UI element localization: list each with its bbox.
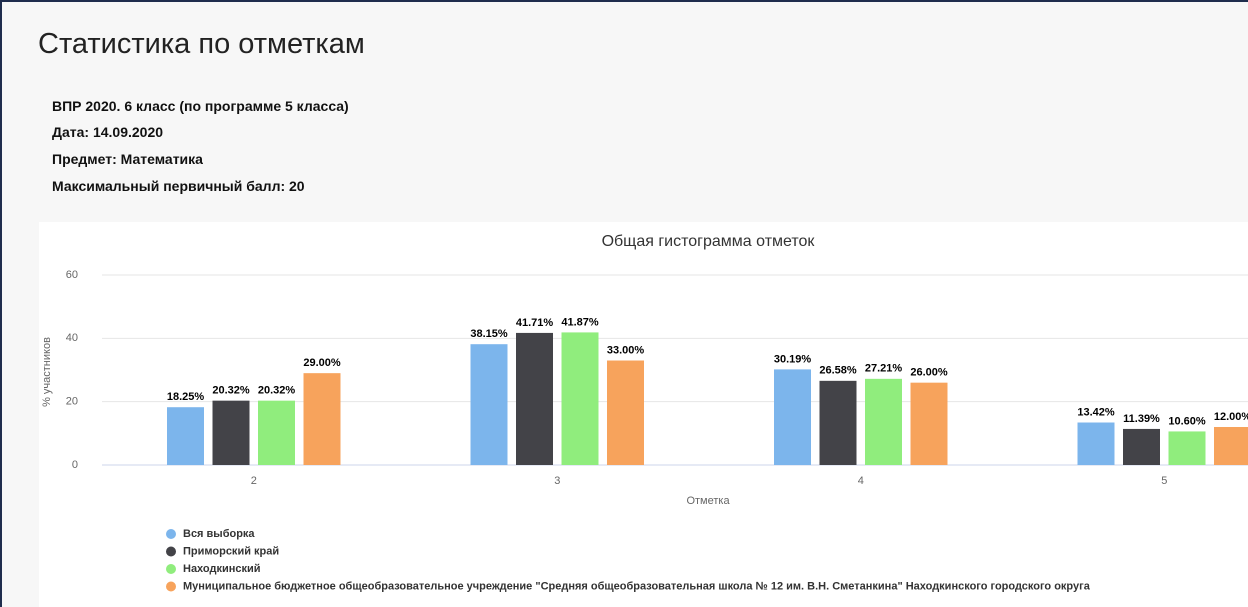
y-tick-label: 60 (66, 269, 78, 281)
bar (167, 407, 204, 465)
data-label: 20.32% (258, 385, 296, 397)
data-label: 20.32% (212, 385, 250, 397)
x-axis-label: Отметка (686, 495, 730, 507)
data-label: 12.00% (1214, 411, 1248, 423)
legend-label: Находкинский (183, 563, 261, 575)
x-tick-label: 2 (251, 475, 257, 487)
legend-label: Приморский край (183, 545, 279, 557)
data-label: 26.00% (910, 367, 948, 379)
legend-marker (166, 546, 176, 557)
x-tick-label: 5 (1161, 475, 1167, 487)
data-label: 10.60% (1168, 415, 1206, 427)
y-tick-label: 20 (66, 396, 78, 408)
info-line: Дата: 14.09.2020 (52, 124, 164, 140)
bar (303, 373, 341, 465)
bar (1077, 422, 1115, 465)
legend-marker (166, 529, 176, 539)
y-tick-label: 40 (66, 332, 78, 344)
bar (1168, 431, 1206, 465)
info-line: ВПР 2020. 6 класс (по программе 5 класса… (52, 98, 349, 114)
legend-label: Муниципальное бюджетное общеобразователь… (183, 580, 1091, 592)
legend-label: Вся выборка (183, 528, 255, 540)
data-label: 41.87% (561, 316, 599, 328)
bar (774, 369, 811, 465)
data-label: 30.19% (774, 353, 812, 365)
y-axis-label: % участников (41, 337, 53, 407)
data-label: 29.00% (303, 357, 341, 369)
data-label: 41.71% (516, 317, 554, 329)
bar (561, 332, 599, 465)
data-label: 33.00% (607, 344, 645, 356)
bar (865, 378, 902, 465)
data-label: 11.39% (1123, 413, 1160, 425)
data-label: 13.42% (1077, 406, 1115, 418)
chart-title: Общая гистограмма отметок (602, 233, 816, 250)
x-tick-label: 4 (858, 475, 864, 487)
bar (470, 344, 508, 465)
legend-marker (166, 581, 176, 592)
bar (258, 400, 295, 465)
bar (819, 380, 857, 465)
bar (910, 382, 948, 465)
page-title: Статистика по отметкам (38, 28, 365, 60)
data-label: 18.25% (167, 391, 205, 403)
bar (516, 332, 553, 465)
bar (1214, 427, 1248, 465)
legend-marker (166, 564, 176, 574)
data-label: 38.15% (470, 328, 508, 340)
data-label: 27.21% (865, 363, 903, 375)
y-tick-label: 0 (72, 459, 78, 471)
bar (1123, 428, 1160, 465)
info-line: Максимальный первичный балл: 20 (52, 178, 305, 194)
x-tick-label: 3 (554, 475, 560, 487)
bar (212, 400, 250, 465)
data-label: 26.58% (819, 365, 857, 377)
bar (607, 360, 644, 465)
info-line: Предмет: Математика (52, 151, 203, 167)
